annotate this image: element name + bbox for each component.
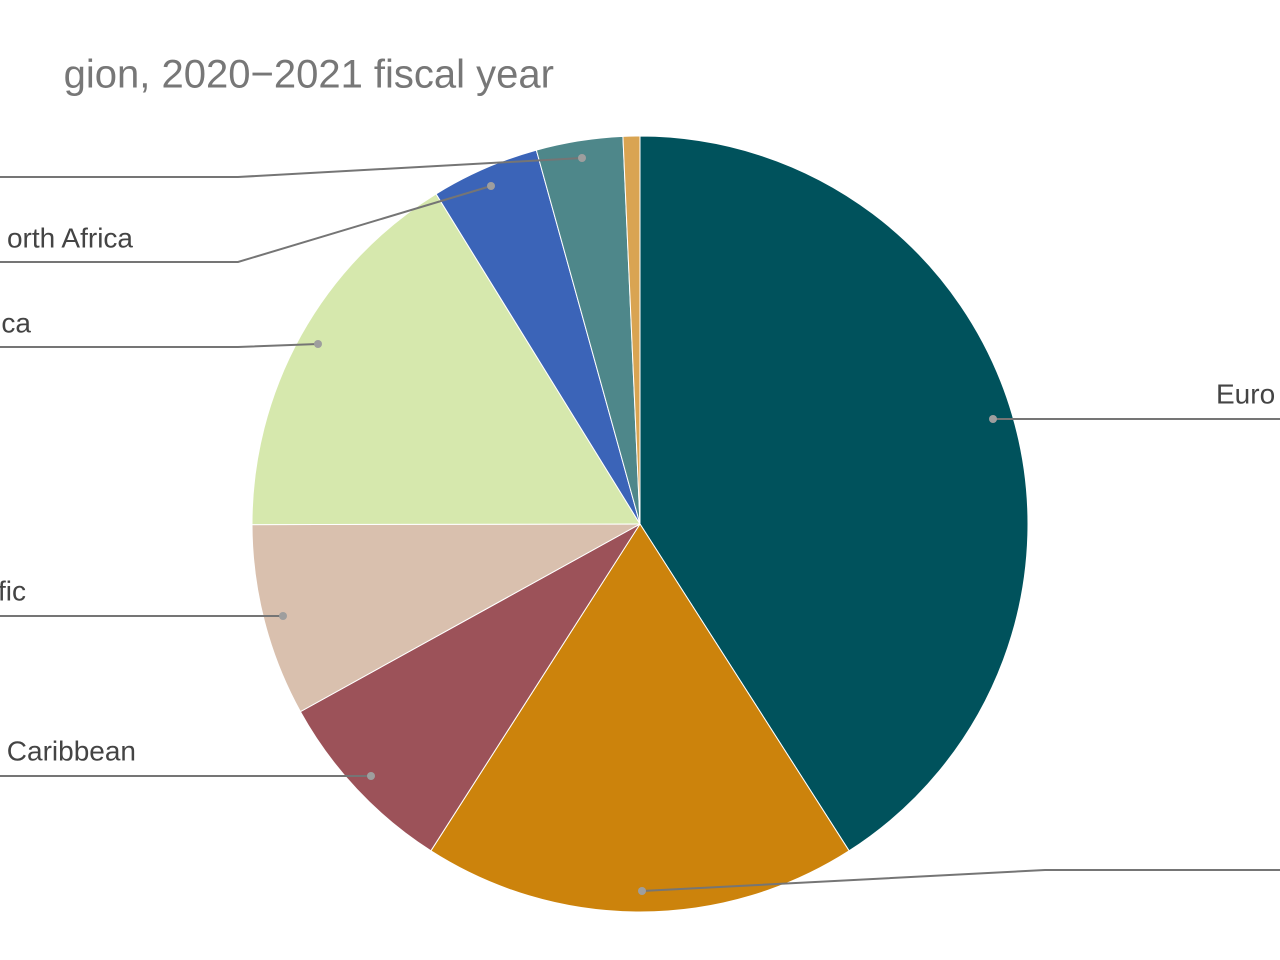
- chart-title: gion, 2020−2021 fiscal year: [64, 53, 554, 97]
- pie-slice: [251, 193, 641, 526]
- leader-line: [0, 185, 492, 263]
- leader-line: [0, 343, 319, 348]
- leader-dot: [279, 612, 287, 620]
- pie-slice: [622, 135, 641, 525]
- pie-slice: [639, 135, 1029, 852]
- leader-dot: [367, 772, 375, 780]
- pie-slice: [430, 523, 850, 913]
- slice-label: Euro: [1216, 378, 1275, 409]
- leader-line: [641, 869, 1280, 892]
- slice-label: ca: [1, 307, 31, 338]
- slice-label: fic: [0, 575, 26, 606]
- leader-line: [0, 157, 583, 178]
- pie-slice: [299, 523, 641, 852]
- slice-label: Caribbean: [7, 735, 136, 766]
- leader-dot: [638, 887, 646, 895]
- pie-slice: [251, 523, 641, 713]
- slice-label: orth Africa: [7, 222, 133, 253]
- leader-dot: [578, 154, 586, 162]
- leader-dot: [487, 182, 495, 190]
- leader-dot: [989, 415, 997, 423]
- leader-dot: [314, 340, 322, 348]
